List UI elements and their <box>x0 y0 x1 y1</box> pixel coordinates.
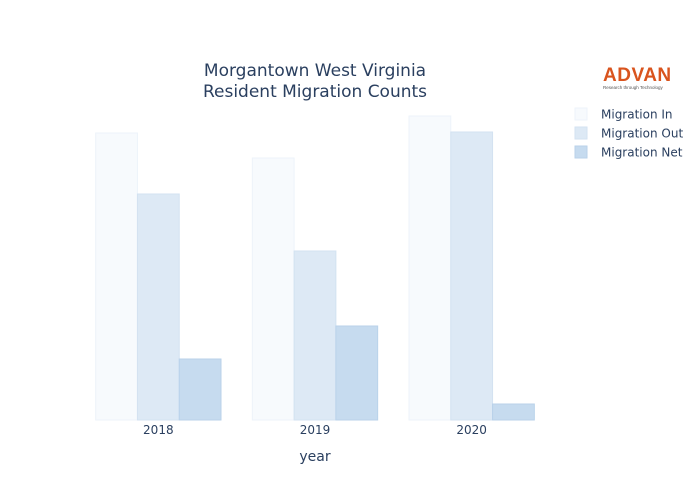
bar-migration-net-2020 <box>492 403 535 421</box>
bar-migration-in-2018 <box>95 132 138 421</box>
legend: Migration In Migration Out Migration Net <box>574 107 683 160</box>
legend-label-migration-net[interactable]: Migration Net <box>601 146 683 160</box>
bar-migration-net-2018 <box>178 358 222 421</box>
legend-swatch-migration-in[interactable] <box>574 107 588 121</box>
bar-migration-in-2019 <box>251 157 295 421</box>
legend-label-migration-in[interactable]: Migration In <box>601 108 673 122</box>
x-tick-label-2020: 2020 <box>456 423 487 437</box>
bar-migration-out-2018 <box>136 193 180 421</box>
chart-title-line-1: Morgantown West Virginia <box>204 61 426 81</box>
legend-label-migration-out[interactable]: Migration Out <box>601 127 683 141</box>
x-tick-label-2018: 2018 <box>143 423 174 437</box>
bar-migration-in-2020 <box>408 115 452 421</box>
x-tick-labels: 2018 2019 2020 <box>143 423 487 437</box>
legend-swatch-migration-net[interactable] <box>574 145 588 159</box>
bar-migration-net-2019 <box>335 325 379 421</box>
logo-tagline: Research through Technology <box>603 85 663 90</box>
advan-logo: ADVAN Research through Technology <box>603 66 673 91</box>
bar-migration-out-2019 <box>293 250 337 421</box>
chart-title-line-2: Resident Migration Counts <box>203 82 427 102</box>
legend-swatch-migration-out[interactable] <box>574 126 588 140</box>
bars-group <box>95 115 535 421</box>
logo-wordmark: ADVAN <box>603 65 672 86</box>
x-tick-label-2019: 2019 <box>300 423 331 437</box>
bar-migration-out-2020 <box>450 131 494 421</box>
x-axis-title: year <box>299 449 330 465</box>
